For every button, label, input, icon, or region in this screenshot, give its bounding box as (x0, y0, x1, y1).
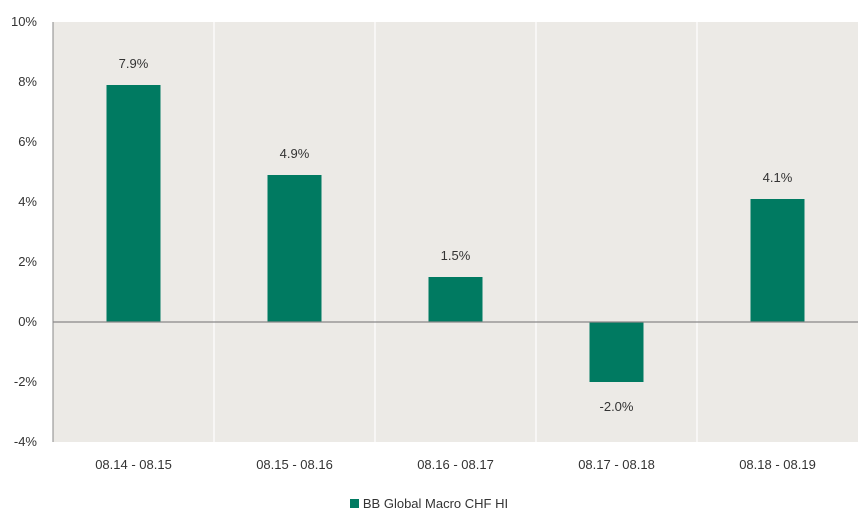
x-tick-label: 08.17 - 08.18 (578, 457, 655, 472)
bar (428, 277, 483, 322)
legend: BB Global Macro CHF HI (0, 496, 858, 511)
bar (267, 175, 322, 322)
x-tick-label: 08.16 - 08.17 (417, 457, 494, 472)
data-label: 7.9% (119, 56, 149, 71)
legend-swatch (349, 499, 359, 508)
y-tick-label: -2% (14, 374, 38, 389)
data-label: -2.0% (600, 399, 634, 414)
bar (589, 322, 644, 382)
x-tick-label: 08.14 - 08.15 (95, 457, 172, 472)
y-tick-label: 2% (18, 254, 37, 269)
plot-background (53, 22, 858, 442)
bar (106, 85, 161, 322)
bar (750, 199, 805, 322)
y-tick-label: -4% (14, 434, 38, 449)
y-tick-label: 10% (11, 14, 37, 29)
y-tick-label: 6% (18, 134, 37, 149)
x-tick-label: 08.18 - 08.19 (739, 457, 816, 472)
data-label: 1.5% (441, 248, 471, 263)
y-axis: 10% 8% 6% 4% 2% 0% -2% -4% (11, 14, 54, 449)
x-tick-label: 08.15 - 08.16 (256, 457, 333, 472)
legend-label: BB Global Macro CHF HI (362, 496, 509, 511)
data-labels: 7.9% 4.9% 1.5% -2.0% 4.1% (119, 56, 793, 414)
y-tick-label: 8% (18, 74, 37, 89)
bars (106, 85, 805, 382)
grid-lines (213, 22, 698, 442)
x-axis: 08.14 - 08.15 08.15 - 08.16 08.16 - 08.17 0… (95, 457, 816, 472)
data-label: 4.1% (763, 170, 793, 185)
y-tick-label: 4% (18, 194, 37, 209)
data-label: 4.9% (280, 146, 310, 161)
y-tick-label: 0% (18, 314, 37, 329)
